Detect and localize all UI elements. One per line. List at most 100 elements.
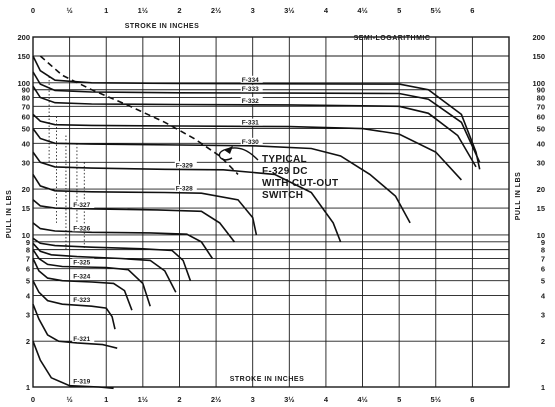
x-tick-label-top: ½ [66, 6, 72, 15]
y-tick-label-left: 90 [22, 86, 30, 95]
series-label-f-324: F-324 [73, 274, 90, 281]
series-label-bg [240, 118, 263, 126]
series-label-bg [174, 161, 197, 169]
series-line-f-328 [32, 173, 258, 236]
series-line-f-323 [32, 280, 116, 330]
y-tick-label-left: 50 [22, 125, 30, 134]
series-line-f-324 [32, 258, 133, 311]
y-tick-label-right: 50 [537, 125, 545, 134]
series-line-f-319 [32, 340, 114, 390]
series-label-f-333: F-333 [242, 86, 259, 93]
y-tick-label-right: 100 [532, 79, 545, 88]
note-line-1: TYPICAL [262, 154, 307, 165]
labels: 0 0 ½ ½ 1 1 1½ 1½ 2 2 2½ 2½ 3 3 3½ 3½ 4 4 4½ 4½ 5 5 5½ 5½ 6 6 1 1 2 2… [17, 6, 545, 404]
series-label-f-328: F-328 [176, 185, 193, 192]
x-tick-label-bottom: 1 [104, 395, 108, 404]
x-tick-label-bottom: 2½ [211, 395, 221, 404]
series-label-bg [240, 85, 263, 93]
x-tick-label-bottom: 0 [31, 395, 35, 404]
series-label-bg [174, 184, 197, 192]
y-tick-label-left: 9 [26, 238, 30, 247]
y-tick-label-left: 15 [22, 204, 30, 213]
x-tick-label-top: 6 [470, 6, 474, 15]
series-label-f-319: F-319 [73, 379, 90, 386]
x-tick-label-bottom: 1½ [138, 395, 148, 404]
x-tick-label-bottom: 5½ [431, 395, 441, 404]
cutout-switch-curve [39, 55, 239, 175]
x-tick-label-top: 3 [251, 6, 255, 15]
series-label-f-325: F-325 [73, 259, 90, 266]
series-label-f-321: F-321 [73, 336, 90, 343]
x-tick-label-top: 5½ [431, 6, 441, 15]
y-tick-label-right: 20 [537, 185, 545, 194]
y-tick-label-left: 200 [17, 33, 30, 42]
note-arrowhead [224, 146, 233, 154]
y-tick-label-right: 2 [541, 337, 545, 346]
x-tick-label-bottom: 4½ [357, 395, 367, 404]
series-label-bg [72, 224, 95, 232]
note-line-3: WITH CUT-OUT [262, 178, 338, 189]
x-tick-label-bottom: 2 [177, 395, 181, 404]
series-line-f-334 [32, 55, 481, 170]
y-tick-label-left: 3 [26, 310, 30, 319]
y-tick-label-left: 100 [17, 79, 30, 88]
series-label-f-323: F-323 [73, 297, 90, 304]
series-line-f-332 [32, 85, 477, 168]
y-tick-label-right: 7 [541, 254, 545, 263]
series-label-f-326: F-326 [73, 225, 90, 232]
y-tick-label-right: 70 [537, 102, 545, 111]
x-axis-title-bottom: STROKE IN INCHES [230, 376, 305, 383]
series-label-f-329: F-329 [176, 162, 193, 169]
y-tick-label-left: 4 [26, 291, 31, 300]
series-line-f-329 [32, 151, 342, 243]
x-tick-label-top: 1½ [138, 6, 148, 15]
y-tick-label-right: 200 [532, 33, 545, 42]
series-label-f-327: F-327 [73, 202, 90, 209]
x-axis-title-top: STROKE IN INCHES [125, 23, 200, 30]
y-tick-label-left: 30 [22, 158, 30, 167]
y-tick-label-left: 5 [26, 277, 30, 286]
x-tick-label-top: 2½ [211, 6, 221, 15]
x-tick-label-top: 3½ [284, 6, 294, 15]
y-tick-label-left: 40 [22, 139, 30, 148]
x-tick-label-bottom: 6 [470, 395, 474, 404]
series-label-f-330: F-330 [242, 139, 259, 146]
y-tick-label-right: 3 [541, 310, 545, 319]
y-tick-label-right: 30 [537, 158, 545, 167]
x-tick-label-top: 5 [397, 6, 401, 15]
y-tick-label-right: 15 [537, 204, 545, 213]
y-tick-label-right: 9 [541, 238, 545, 247]
y-tick-label-left: 70 [22, 102, 30, 111]
series-line-f-327 [32, 199, 236, 243]
x-tick-label-bottom: 3 [251, 395, 255, 404]
x-tick-label-top: 2 [177, 6, 181, 15]
y-tick-label-right: 4 [541, 291, 546, 300]
series-line-f-325 [32, 249, 151, 307]
y-tick-label-left: 20 [22, 185, 30, 194]
y-tick-label-right: 90 [537, 86, 545, 95]
y-tick-label-right: 10 [537, 231, 545, 240]
x-tick-label-bottom: 3½ [284, 395, 294, 404]
series-line-f-333 [32, 71, 481, 163]
series-label-bg [72, 272, 95, 280]
series-label-bg [72, 334, 95, 342]
x-tick-label-top: 0 [31, 6, 35, 15]
y-tick-label-left: 6 [26, 265, 30, 274]
series-label-bg [240, 96, 263, 104]
typical-f329-note: TYPICAL F-329 DC WITH CUT-OUT SWITCH [218, 146, 338, 201]
note-line-2: F-329 DC [262, 166, 308, 177]
y-axis-title-left: PULL IN LBS [6, 190, 13, 239]
series-label-bg [240, 75, 263, 83]
note-line-4: SWITCH [262, 190, 303, 201]
x-tick-label-top: 1 [104, 6, 108, 15]
series-label-bg [72, 377, 95, 385]
y-tick-label-left: 150 [17, 52, 30, 61]
y-tick-label-left: 80 [22, 94, 30, 103]
series-label-bg [72, 258, 95, 266]
series-label-bg [72, 296, 95, 304]
scale-label: SEMI-LOGARITHMIC [354, 35, 431, 42]
series-line-f-331 [32, 113, 462, 181]
series-label-f-332: F-332 [242, 98, 259, 105]
x-tick-label-top: 4 [324, 6, 329, 15]
